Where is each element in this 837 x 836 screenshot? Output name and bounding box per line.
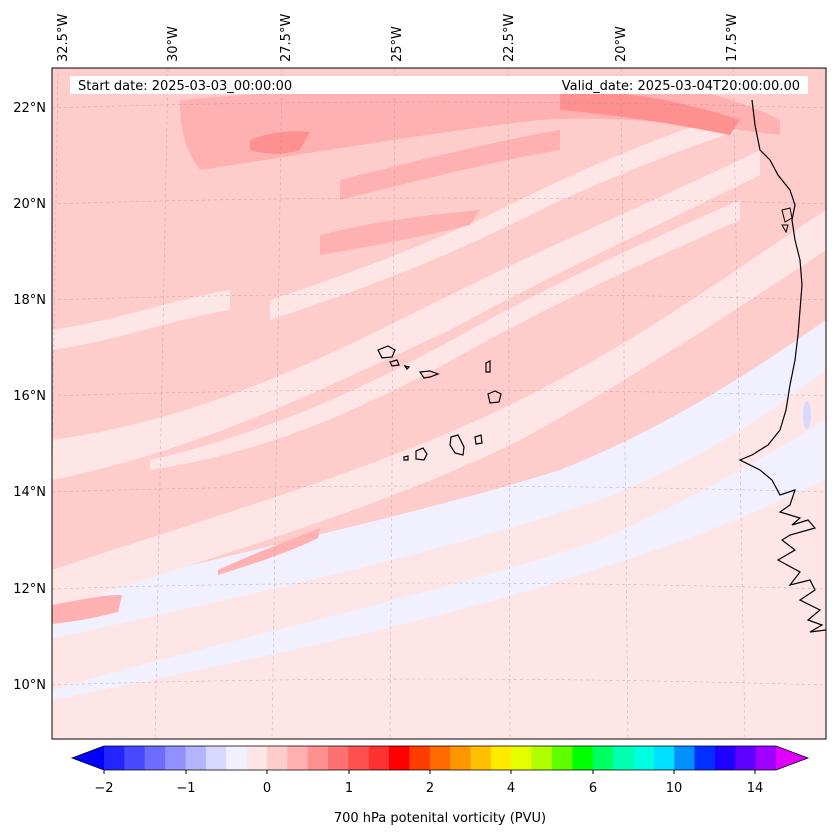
island-boa-vista <box>487 390 502 404</box>
colorbar-segment <box>368 746 390 770</box>
pv-band-light-6 <box>52 290 230 350</box>
colorbar-segment <box>511 746 533 770</box>
colorbar-tick-label: 4 <box>507 781 515 796</box>
colorbar-segment <box>633 746 655 770</box>
colorbar-segment <box>165 746 186 770</box>
island-sal <box>485 360 491 373</box>
colorbar-segment <box>205 746 227 770</box>
african-coastline <box>738 99 826 633</box>
colorbar-tick-label: 14 <box>747 781 764 796</box>
colorbar-segment <box>389 746 410 770</box>
pv-band-light-5 <box>270 110 740 320</box>
colorbar-segment <box>307 746 329 770</box>
colorbar-ticks <box>103 770 756 774</box>
pv-band-strong-1 <box>560 90 740 135</box>
island-maio <box>474 434 483 445</box>
lat-label: 12°N <box>13 582 46 597</box>
lat-label: 20°N <box>13 197 46 212</box>
lon-label: 20°W <box>614 26 629 62</box>
island-brava <box>403 455 409 461</box>
coast-islands <box>781 207 793 234</box>
colorbar-segment <box>674 746 696 770</box>
lon-label: 30°W <box>166 26 181 62</box>
colorbar-tick-labels: −2 −1 0 1 2 4 6 10 14 <box>94 781 763 796</box>
pv-band-light-3 <box>52 150 760 480</box>
island-santo-antao <box>377 345 396 359</box>
colorbar-segment <box>409 746 431 770</box>
colorbar-segment <box>328 746 349 770</box>
colorbar-segment <box>552 746 573 770</box>
colorbar-tick-label: 2 <box>426 781 434 796</box>
colorbar-segment <box>470 746 492 770</box>
colorbar <box>70 745 810 771</box>
colorbar-segment <box>450 746 472 770</box>
pv-negative-patch <box>803 401 811 429</box>
pv-band-light-4 <box>150 200 740 470</box>
colorbar-segment <box>144 746 166 770</box>
colorbar-segment <box>185 746 207 770</box>
colorbar-segment <box>714 746 736 770</box>
colorbar-segment <box>735 746 757 770</box>
colorbar-segment <box>490 746 512 770</box>
colorbar-tick-label: −1 <box>176 781 195 796</box>
colorbar-segment <box>694 746 716 770</box>
island-fogo <box>415 447 428 461</box>
longitude-labels: 32.5°W 30°W 27.5°W 25°W 22.5°W 20°W 17.5… <box>56 14 740 62</box>
colorbar-segment <box>429 746 451 770</box>
island-santiago <box>449 434 465 456</box>
colorbar-tick-label: −2 <box>94 781 113 796</box>
colorbar-segment <box>104 746 125 770</box>
start-date: Start date: 2025-03-03_00:00:00 <box>78 79 292 94</box>
colorbar-segment <box>124 746 146 770</box>
valid-date: Valid_date: 2025-03-04T20:00:00.00 <box>562 79 800 94</box>
lon-label: 17.5°W <box>725 14 740 62</box>
lat-label: 18°N <box>13 293 46 308</box>
colorbar-segment <box>266 746 288 770</box>
lon-label: 22.5°W <box>502 14 517 62</box>
pv-band-medium-4 <box>218 528 320 575</box>
colorbar-extend-max <box>776 746 808 770</box>
colorbar-segment <box>755 746 777 770</box>
island-sao-nicolau <box>418 370 440 379</box>
colorbar-tick-label: 0 <box>263 781 271 796</box>
pv-band-light-2 <box>52 210 826 610</box>
pv-band-medium-2 <box>320 210 480 255</box>
colorbar-tick-label: 1 <box>345 781 353 796</box>
graticule <box>52 68 826 739</box>
colorbar-segment <box>572 746 594 770</box>
colorbar-outline <box>70 745 810 771</box>
island-sao-vicente <box>389 359 400 367</box>
map-border <box>51 67 827 740</box>
lon-label: 27.5°W <box>279 14 294 62</box>
lat-label: 22°N <box>13 101 46 116</box>
lat-label: 16°N <box>13 389 46 404</box>
colorbar-segment <box>226 746 248 770</box>
colorbar-segment <box>613 746 634 770</box>
colorbar-segment <box>348 746 370 770</box>
lon-label: 25°W <box>390 26 405 62</box>
colorbar-segment <box>592 746 614 770</box>
colorbar-segment <box>287 746 309 770</box>
colorbar-segment <box>531 746 553 770</box>
colorbar-tick-label: 10 <box>666 781 683 796</box>
colorbar-tick-label: 6 <box>589 781 597 796</box>
colorbar-segment <box>653 746 675 770</box>
date-banner <box>70 76 808 94</box>
lat-label: 10°N <box>13 678 46 693</box>
colorbar-extend-min <box>72 746 104 770</box>
map-panel <box>52 68 826 739</box>
pv-band-light-1 <box>52 370 826 690</box>
pv-band-medium-3 <box>52 595 122 624</box>
lat-label: 14°N <box>13 485 46 500</box>
cabo-verde-islands <box>377 345 502 461</box>
pv-band-strong-2 <box>250 131 310 154</box>
pv-band-medium-5 <box>340 130 560 200</box>
lon-label: 32.5°W <box>56 14 71 62</box>
colorbar-segment <box>246 746 268 770</box>
colorbar-label: 700 hPa potenital vorticity (PVU) <box>334 811 546 826</box>
latitude-labels: 22°N 20°N 18°N 16°N 14°N 12°N 10°N <box>13 101 46 693</box>
island-santa-luzia <box>403 365 411 370</box>
pv-band-light-7 <box>52 480 826 739</box>
